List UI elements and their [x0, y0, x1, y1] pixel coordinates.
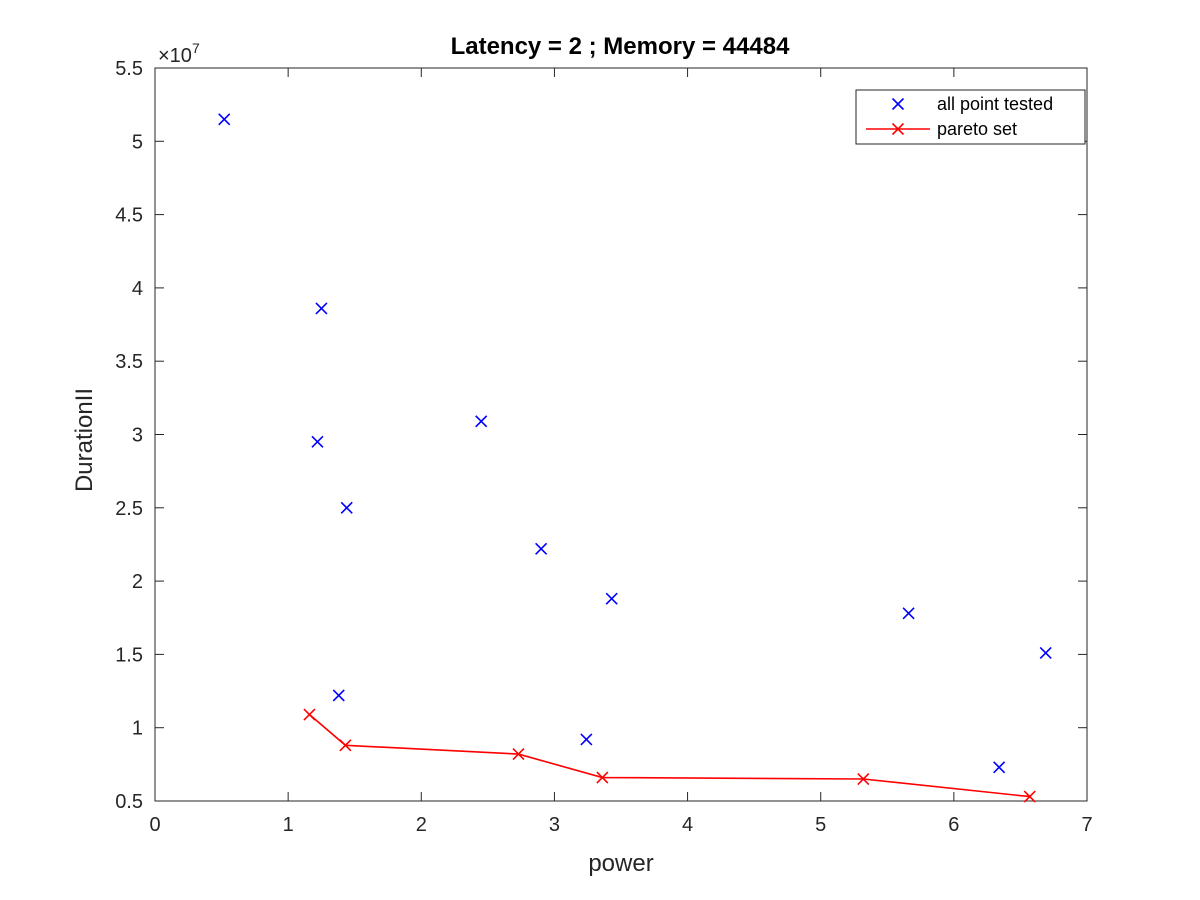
- axis-ticks: [154, 67, 1088, 802]
- legend-marker: [891, 97, 905, 111]
- pareto-set-point: [512, 748, 525, 761]
- x-tick-label: 0: [149, 814, 160, 836]
- tested-point: [475, 415, 488, 428]
- x-tick-label: 7: [1081, 814, 1092, 836]
- x-tick-label: 2: [416, 814, 427, 836]
- legend-label: pareto set: [937, 119, 1017, 139]
- y-tick-label: 4.5: [115, 205, 143, 227]
- tested-point: [902, 607, 915, 620]
- tested-point: [993, 761, 1006, 774]
- tested-point: [311, 435, 324, 448]
- pareto-set-polyline: [308, 713, 1030, 798]
- pareto-set-line: [308, 713, 1030, 798]
- plot-area: [154, 67, 1088, 802]
- x-tick-labels: 0 1 2 3 4 5 6 7: [149, 814, 1092, 836]
- x-tick-label: 1: [283, 814, 294, 836]
- y-tick-label: 2.5: [115, 498, 143, 520]
- x-tick-label: 6: [948, 814, 959, 836]
- y-tick-label: 2: [132, 571, 143, 593]
- x-tick-label: 4: [682, 814, 693, 836]
- y-tick-label: 1.5: [115, 644, 143, 666]
- tested-point: [535, 542, 548, 555]
- legend-marker: [891, 122, 905, 136]
- pareto-set-point: [303, 708, 316, 721]
- y-tick-label: 5: [132, 131, 143, 153]
- pareto-set-point: [857, 772, 870, 786]
- legend-label: all point tested: [937, 94, 1053, 114]
- pareto-set-point: [596, 771, 609, 784]
- legend-entries: all point tested pareto set: [866, 94, 1053, 139]
- x-tick-label: 3: [549, 814, 560, 836]
- pareto-set-point: [1023, 790, 1036, 803]
- y-tick-label: 4: [132, 278, 143, 300]
- y-tick-label: 3: [132, 425, 143, 447]
- y-exponent-label: ×107: [158, 40, 200, 67]
- tested-point: [580, 733, 593, 746]
- y-tick-label: 0.5: [115, 791, 143, 813]
- data-markers: [218, 113, 1052, 803]
- pareto-set-point: [339, 739, 352, 752]
- tested-point: [218, 113, 231, 126]
- y-axis-label: DurationII: [71, 388, 98, 492]
- tested-point: [340, 501, 353, 514]
- tested-point: [332, 689, 345, 702]
- x-axis-label: power: [588, 850, 653, 877]
- legend-box: [855, 89, 1086, 145]
- tested-point: [315, 302, 328, 315]
- y-tick-labels: 0.5 1 1.5 2 2.5 3 3.5 4 4.5 5 5.5: [115, 58, 143, 813]
- tested-point: [605, 592, 618, 605]
- x-tick-label: 5: [815, 814, 826, 836]
- chart-title: Latency = 2 ; Memory = 44484: [451, 33, 791, 60]
- y-tick-label: 1: [132, 718, 143, 740]
- tested-point: [1039, 646, 1052, 659]
- y-tick-label: 5.5: [115, 58, 143, 80]
- legend: all point tested pareto set: [855, 89, 1086, 145]
- y-tick-label: 3.5: [115, 351, 143, 373]
